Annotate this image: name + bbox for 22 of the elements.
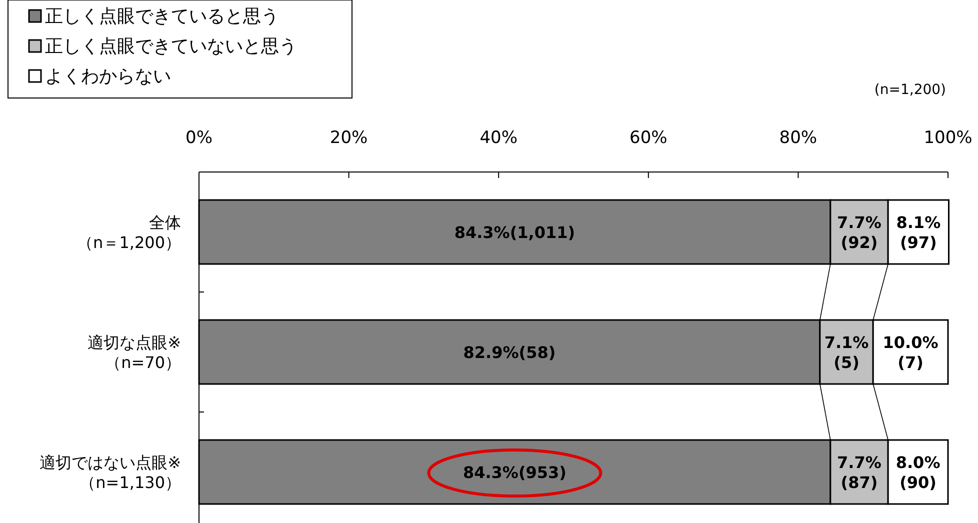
data-label: 84.3%(1,011) xyxy=(454,222,576,242)
y-tick-label: 適切な点眼※（n=70） xyxy=(88,332,181,372)
data-label: 7.1% (5) xyxy=(824,332,869,372)
data-label: 84.3%(953) xyxy=(462,462,566,482)
y-tick-label: 適切ではない点眼※（n=1,130） xyxy=(40,452,181,492)
y-tick-label: 全体（n＝1,200） xyxy=(77,212,181,252)
x-tick-label: 0% xyxy=(186,128,212,148)
data-label: 8.0% (90) xyxy=(896,452,940,492)
data-label: 8.1% (97) xyxy=(896,212,941,252)
text: (n=1,200) xyxy=(874,82,946,98)
x-tick-label: 40% xyxy=(480,128,518,148)
legend-label: 正しく点眼できていないと思う xyxy=(45,36,297,56)
x-tick-label: 20% xyxy=(330,128,368,148)
legend-label: 正しく点眼できていると思う xyxy=(45,6,279,26)
data-label: 82.9%(58) xyxy=(463,342,556,362)
data-label: 7.7% (92) xyxy=(837,212,882,252)
data-label: 10.0% (7) xyxy=(882,332,938,372)
x-tick-label: 60% xyxy=(630,128,668,148)
x-tick-label: 80% xyxy=(779,128,818,148)
data-label: 7.7% (87) xyxy=(837,452,882,492)
legend-label: よくわからない xyxy=(45,66,171,86)
x-tick-label: 100% xyxy=(924,128,972,148)
